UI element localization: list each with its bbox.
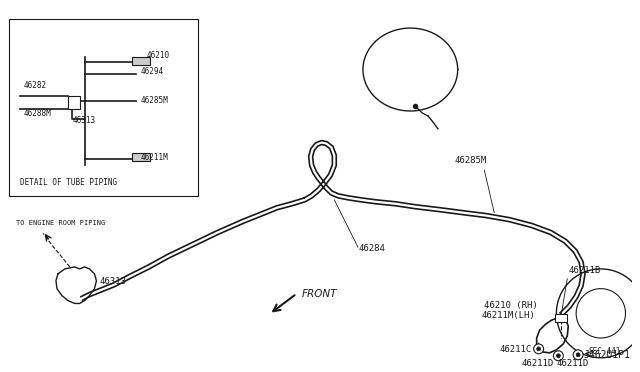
- Text: 46285M: 46285M: [141, 96, 168, 105]
- Circle shape: [576, 353, 580, 357]
- Text: 46210: 46210: [147, 51, 170, 60]
- Text: 46211M(LH): 46211M(LH): [481, 311, 535, 320]
- Text: 46282: 46282: [24, 81, 47, 90]
- Circle shape: [573, 350, 583, 360]
- Text: 46211C: 46211C: [499, 345, 531, 354]
- Text: 46211B: 46211B: [568, 266, 600, 275]
- Text: 46285M: 46285M: [455, 156, 487, 165]
- Bar: [8, 19, 198, 196]
- Circle shape: [556, 354, 561, 358]
- Text: 46294: 46294: [141, 67, 164, 77]
- Text: FRONT: FRONT: [301, 289, 337, 299]
- Text: 46313: 46313: [99, 277, 126, 286]
- Circle shape: [537, 347, 541, 351]
- Text: 46210 (RH): 46210 (RH): [484, 301, 538, 310]
- Text: TO ENGINE ROOM PIPING: TO ENGINE ROOM PIPING: [15, 221, 105, 227]
- Text: 46284: 46284: [359, 244, 386, 253]
- Bar: [132, 57, 150, 65]
- Text: J46201P1: J46201P1: [583, 350, 630, 360]
- Bar: [132, 153, 150, 161]
- Bar: [556, 314, 567, 322]
- Circle shape: [534, 344, 543, 354]
- Text: 46288M: 46288M: [24, 109, 51, 118]
- Circle shape: [554, 351, 563, 361]
- Bar: [68, 96, 79, 109]
- Text: 46211D: 46211D: [522, 359, 554, 368]
- Text: DETAIL OF TUBE PIPING: DETAIL OF TUBE PIPING: [20, 178, 118, 187]
- Text: SEC.441: SEC.441: [589, 347, 621, 356]
- Text: 46313: 46313: [73, 116, 96, 125]
- Text: 46211M: 46211M: [141, 153, 168, 162]
- Text: 46211D: 46211D: [556, 359, 589, 368]
